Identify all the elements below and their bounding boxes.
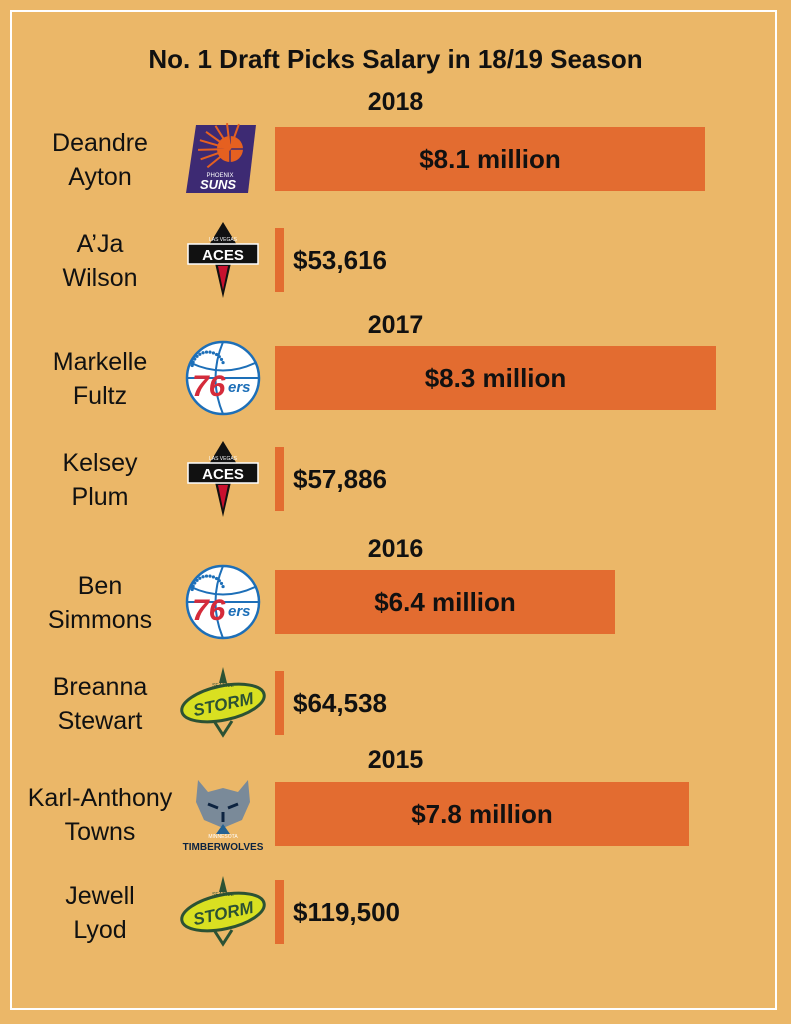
salary-bar — [275, 127, 705, 191]
player-name-line: Wilson — [62, 264, 138, 292]
salary-bar — [275, 228, 284, 292]
las-vegas-aces-logo: LAS VEGAS ACES — [178, 439, 268, 524]
svg-text:ers: ers — [228, 379, 251, 396]
svg-text:TIMBERWOLVES: TIMBERWOLVES — [183, 842, 264, 853]
phoenix-suns-logo: PHOENIX SUNS — [178, 119, 268, 204]
player-name: Kelsey Plum — [20, 446, 180, 514]
salary-label: $119,500 — [293, 897, 401, 927]
philadelphia-76ers-logo: 76 ers — [178, 562, 268, 647]
salary-label: $64,538 — [293, 688, 387, 718]
player-name-line: Jewell — [65, 882, 135, 910]
salary-bar — [275, 447, 284, 511]
salary-label: $8.1 million — [419, 144, 561, 174]
player-name-line: Fultz — [72, 382, 128, 410]
salary-bar — [275, 671, 284, 735]
player-name-line: Karl-Anthony — [27, 784, 173, 812]
salary-label: $6.4 million — [374, 587, 516, 617]
player-name: Karl-Anthony Towns — [20, 781, 180, 849]
salary-label: $57,886 — [293, 464, 387, 494]
year-label: 2016 — [367, 535, 424, 563]
player-name-line: Ben — [77, 572, 123, 600]
player-name: Breanna Stewart — [20, 670, 180, 738]
svg-text:MINNESOTA: MINNESOTA — [208, 834, 238, 840]
svg-text:PHOENIX: PHOENIX — [206, 173, 233, 179]
player-name: Ben Simmons — [20, 569, 180, 637]
svg-text:ACES: ACES — [202, 466, 244, 483]
player-name-line: Lyod — [73, 916, 127, 944]
salary-label: $53,616 — [293, 245, 387, 275]
player-name-line: Breanna — [52, 673, 148, 701]
salary-bar — [275, 346, 716, 410]
player-name: Markelle Fultz — [20, 345, 180, 413]
player-name-line: Towns — [64, 818, 136, 846]
player-name-line: Deandre — [52, 129, 148, 157]
svg-text:SEATTLE: SEATTLE — [212, 892, 235, 898]
year-label: 2015 — [367, 746, 424, 774]
svg-text:ers: ers — [228, 603, 251, 620]
player-name-line: A’Ja — [76, 230, 124, 258]
salary-bar — [275, 880, 284, 944]
player-name: Deandre Ayton — [20, 126, 180, 194]
svg-text:ACES: ACES — [202, 247, 244, 264]
player-name-line: Simmons — [47, 606, 153, 634]
chart-title: No. 1 Draft Picks Salary in 18/19 Season — [148, 44, 643, 74]
salary-label: $7.8 million — [411, 799, 553, 829]
year-label: 2018 — [367, 88, 424, 116]
seattle-storm-logo: SEATTLE STORM — [178, 663, 268, 748]
player-name-line: Stewart — [57, 707, 143, 735]
philadelphia-76ers-logo: 76 ers — [178, 338, 268, 423]
minnesota-timberwolves-logo: MINNESOTA TIMBERWOLVES — [178, 774, 268, 859]
salary-bar — [275, 782, 689, 846]
svg-text:SUNS: SUNS — [200, 177, 236, 192]
player-name-line: Kelsey — [62, 449, 138, 477]
svg-text:76: 76 — [192, 370, 226, 403]
player-name-line: Markelle — [52, 348, 148, 376]
seattle-storm-logo: SEATTLE STORM — [178, 872, 268, 957]
player-name-line: Plum — [71, 483, 129, 511]
svg-text:LAS VEGAS: LAS VEGAS — [209, 456, 238, 462]
salary-bar — [275, 570, 615, 634]
player-name: Jewell Lyod — [20, 879, 180, 947]
player-name-line: Ayton — [68, 163, 132, 191]
svg-text:76: 76 — [192, 594, 226, 627]
year-label: 2017 — [367, 311, 424, 339]
las-vegas-aces-logo: LAS VEGAS ACES — [178, 220, 268, 305]
player-name: A’Ja Wilson — [20, 227, 180, 295]
salary-label: $8.3 million — [424, 363, 567, 393]
chart-frame — [10, 10, 777, 1010]
svg-text:SEATTLE: SEATTLE — [212, 683, 235, 689]
svg-text:LAS VEGAS: LAS VEGAS — [209, 237, 238, 243]
